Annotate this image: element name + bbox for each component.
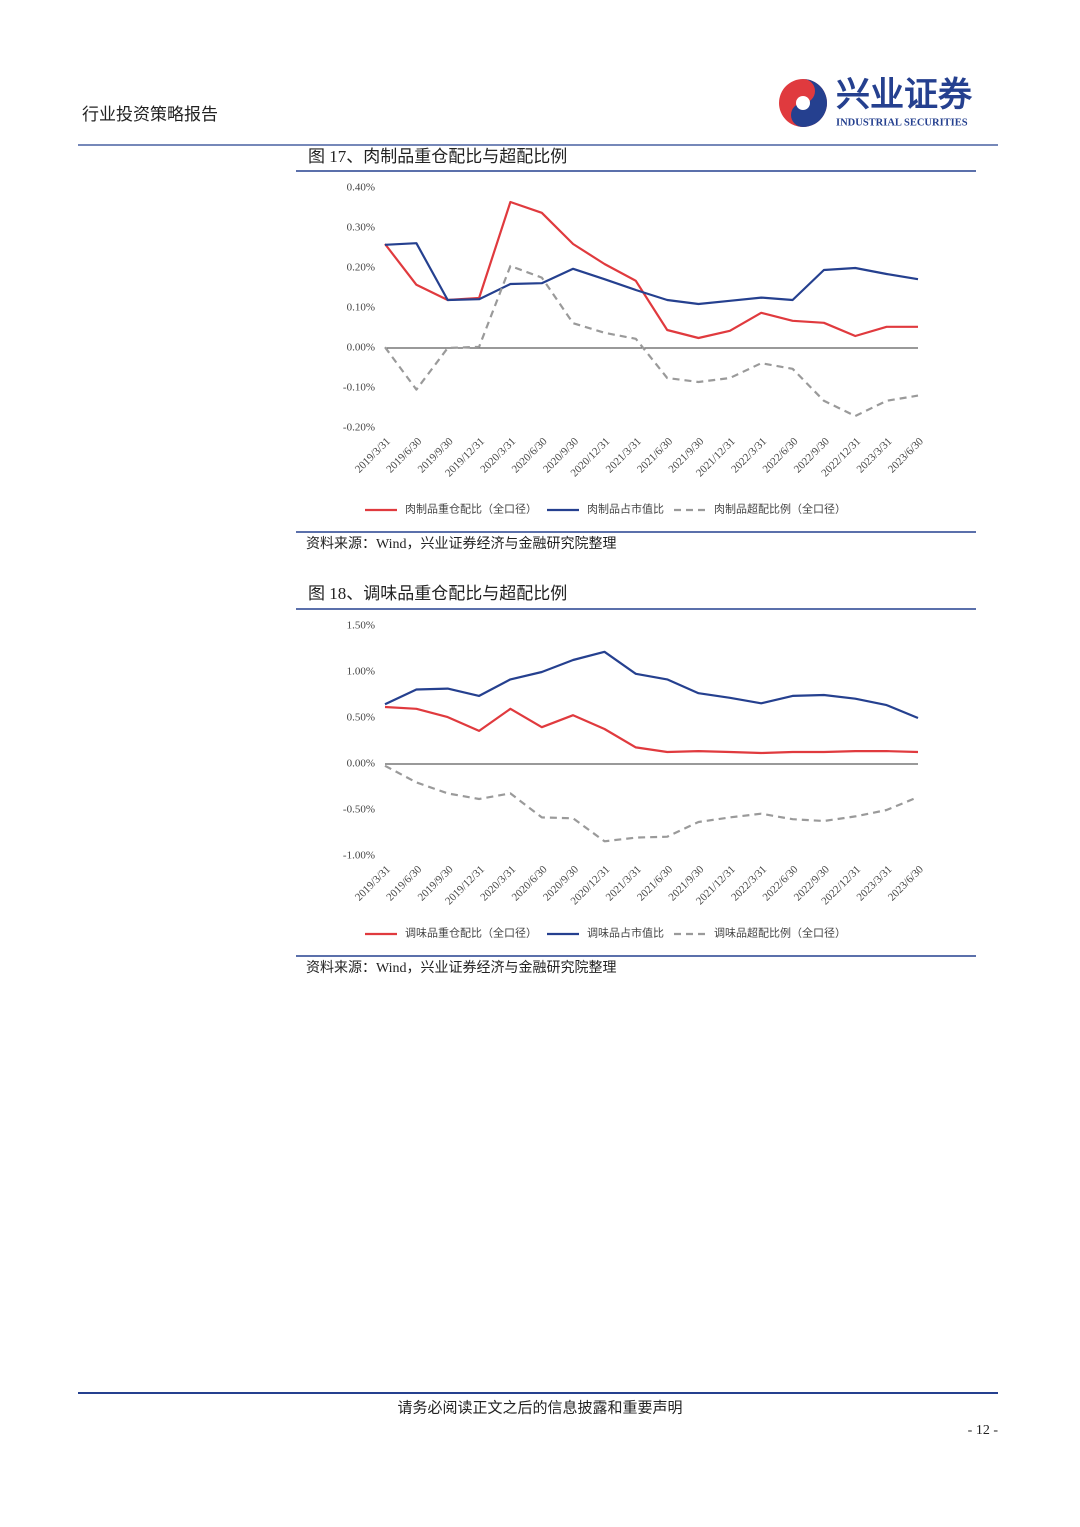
y-tick-label: 0.00%	[347, 342, 375, 354]
figure-title: 图 18、调味品重仓配比与超配比例	[308, 584, 567, 603]
legend-label: 肉制品占市值比	[587, 502, 664, 516]
logo-en: INDUSTRIAL SECURITIES	[836, 117, 968, 128]
y-tick-label: 0.50%	[347, 712, 375, 724]
y-tick-label: 0.20%	[347, 262, 375, 274]
y-tick-label: -0.10%	[343, 382, 375, 394]
y-tick-label: 0.10%	[347, 302, 375, 314]
legend-label: 肉制品重仓配比（全口径）	[405, 502, 537, 516]
page-number: - 12 -	[968, 1423, 999, 1438]
figure-title: 图 17、肉制品重仓配比与超配比例	[308, 147, 567, 166]
footer-notice: 请务必阅读正文之后的信息披露和重要声明	[397, 1398, 682, 1416]
series-line	[384, 764, 919, 843]
source-note: 资料来源：Wind，兴业证券经济与金融研究院整理	[306, 960, 617, 976]
legend-label: 调味品超配比例（全口径）	[714, 926, 846, 940]
y-tick-label: 1.50%	[347, 620, 375, 632]
legend-label: 调味品占市值比	[587, 926, 664, 940]
series-line	[384, 242, 919, 306]
series-line	[384, 705, 919, 755]
series-line	[384, 650, 919, 720]
logo	[779, 79, 827, 127]
y-tick-label: 0.00%	[347, 758, 375, 770]
logo-mark	[796, 96, 810, 110]
y-tick-label: -0.20%	[343, 422, 375, 434]
y-tick-label: -1.00%	[343, 850, 375, 862]
y-tick-label: 0.30%	[347, 222, 375, 234]
header-title: 行业投资策略报告	[82, 105, 218, 124]
series-line	[384, 264, 919, 418]
legend-label: 调味品重仓配比（全口径）	[405, 926, 537, 940]
source-note: 资料来源：Wind，兴业证券经济与金融研究院整理	[306, 536, 617, 552]
y-tick-label: -0.50%	[343, 804, 375, 816]
logo-cn: 兴业证券	[836, 76, 973, 114]
y-tick-label: 1.00%	[347, 666, 375, 678]
y-tick-label: 0.40%	[347, 182, 375, 194]
legend-label: 肉制品超配比例（全口径）	[714, 502, 846, 516]
